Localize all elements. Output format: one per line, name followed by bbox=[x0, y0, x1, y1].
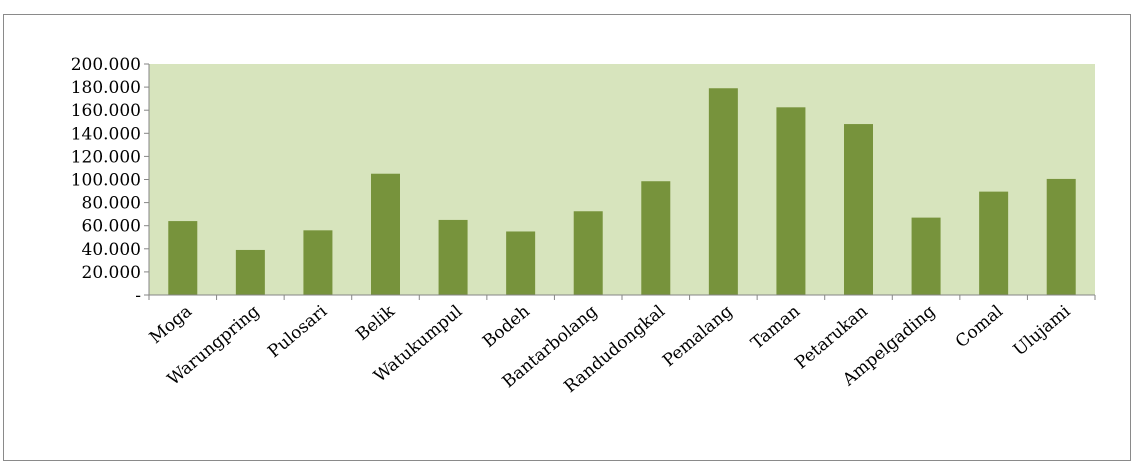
bar-warungpring bbox=[235, 249, 265, 295]
x-category-label: Belik bbox=[352, 301, 399, 345]
y-tick-label: 60.000 bbox=[82, 217, 141, 237]
y-tick-label: 80.000 bbox=[82, 194, 141, 214]
bar-petarukan bbox=[844, 124, 873, 295]
bar-ampelgading bbox=[911, 217, 941, 295]
x-category-label: Pulosari bbox=[264, 301, 331, 362]
bars-group bbox=[168, 88, 1076, 295]
bar-bantarbolang bbox=[573, 211, 603, 295]
y-tick-label: 140.000 bbox=[71, 124, 141, 144]
bar-moga bbox=[168, 221, 198, 295]
bar-watukumpul bbox=[438, 219, 468, 295]
y-tick-label: 100.000 bbox=[71, 171, 141, 191]
y-tick-label: 180.000 bbox=[71, 78, 141, 98]
x-category-label: Ulujami bbox=[1010, 301, 1075, 360]
bar-pulosari bbox=[303, 230, 333, 295]
x-category-label: Taman bbox=[747, 301, 804, 353]
bar-bodeh bbox=[506, 231, 536, 295]
y-tick-label: 120.000 bbox=[71, 147, 141, 167]
bar-ulujami bbox=[1046, 178, 1076, 295]
y-tick-label: - bbox=[135, 286, 141, 306]
bar-taman bbox=[776, 107, 806, 295]
x-category-label: Moga bbox=[146, 302, 196, 349]
bar-comal bbox=[979, 191, 1009, 295]
y-tick-label: 20.000 bbox=[82, 263, 141, 283]
x-category-label: Pemalang bbox=[659, 301, 737, 371]
y-tick-label: 40.000 bbox=[82, 240, 141, 260]
bar-pemalang bbox=[708, 88, 738, 295]
y-tick-label: 200.000 bbox=[71, 55, 141, 75]
bar-randudongkal bbox=[641, 181, 671, 295]
y-axis-ticks: - 20.000 40.000 60.000 80.000 100.000 120.000 1… bbox=[71, 55, 149, 306]
bar-belik bbox=[371, 173, 400, 295]
x-category-label: Bodeh bbox=[479, 301, 534, 351]
y-tick-label: 160.000 bbox=[71, 101, 141, 121]
x-category-label: Comal bbox=[952, 302, 1007, 353]
plot-area bbox=[149, 64, 1095, 295]
